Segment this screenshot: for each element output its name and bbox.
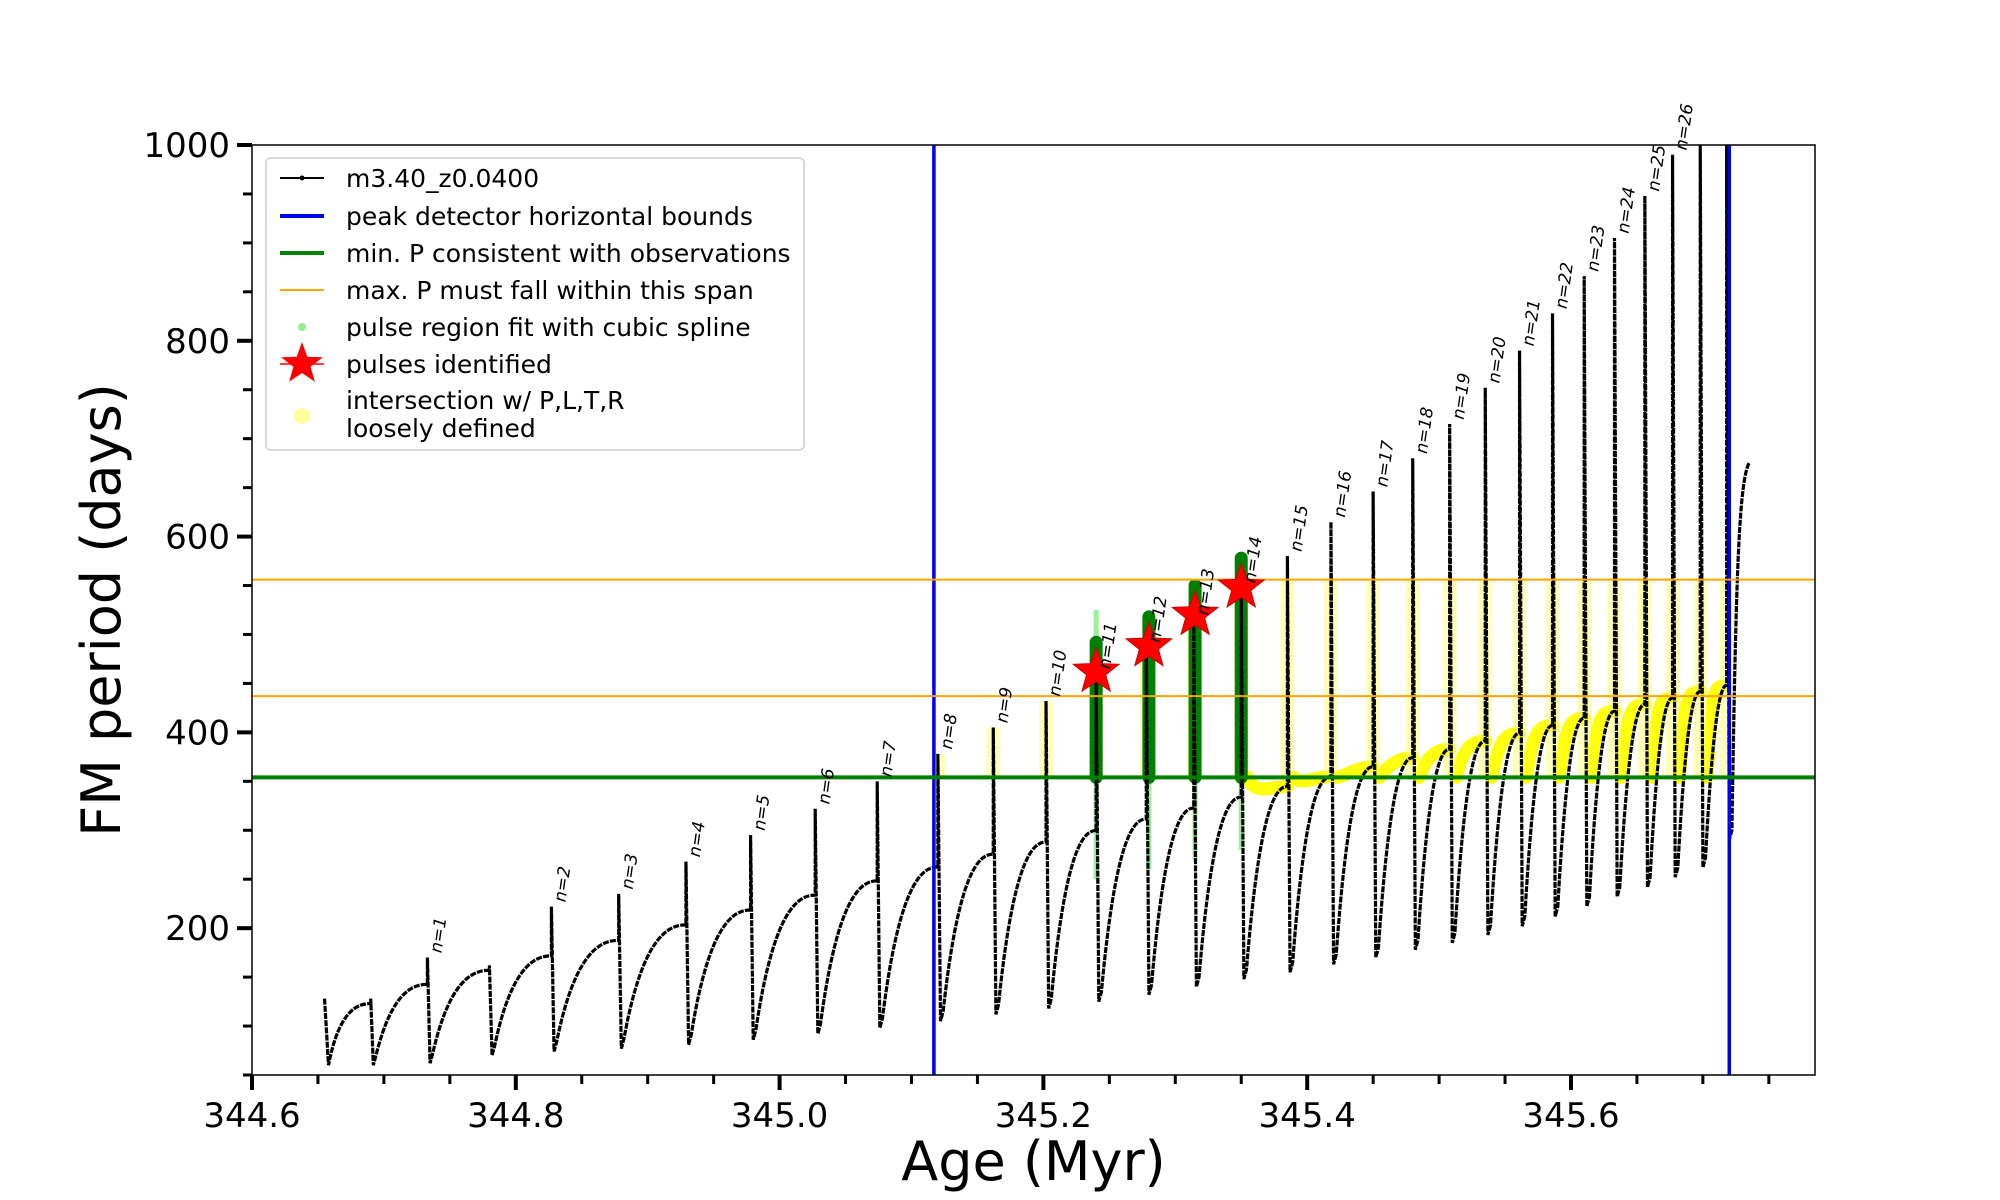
pulse-label-n22: n=22	[1552, 261, 1578, 310]
legend-pulse-region-fit-with-cubic-spline-swatch	[298, 323, 306, 331]
pulse-label-n11: n=11	[1095, 621, 1121, 670]
intersection-region-n=26	[1672, 684, 1707, 784]
pulse-label-n26: n=26	[1672, 102, 1698, 151]
legend-box	[265, 157, 805, 451]
axes-layer: 344.6 344.8 345.0 345.2 345.4 345.6 200 400 600 8…	[143, 126, 1771, 1136]
y-tick-label: 1000	[143, 126, 230, 166]
pulse-label-n23: n=23	[1583, 224, 1609, 273]
legend-min-p-consistent-with-observations-label: min. P consistent with observations	[346, 239, 791, 268]
pulse-label-n17: n=17	[1372, 439, 1398, 488]
model-track-layer	[322, 144, 1751, 1066]
pulse-label-n6: n=6	[814, 767, 839, 805]
intersection-region-n=25	[1644, 691, 1680, 784]
legend-pulses-identified-label: pulses identified	[346, 350, 552, 379]
pulse-label-n21: n=21	[1519, 298, 1545, 347]
plot-frame	[251, 144, 1816, 1076]
pulse-label-n9: n=9	[992, 686, 1017, 724]
legend-pulses-identified-swatch	[281, 342, 323, 382]
pulse-label-n4: n=4	[685, 820, 710, 858]
legend-m3-40-z0-0400-label: m3.40_z0.0400	[346, 164, 539, 193]
intersection-region-p28	[1700, 678, 1734, 784]
pulse-label-n8: n=8	[937, 712, 962, 750]
pulse-label-n2: n=2	[551, 865, 576, 903]
x-tick-label: 345.2	[995, 1096, 1092, 1136]
identified-pulse-star-2	[1124, 620, 1174, 667]
pulse-label-n16: n=16	[1330, 469, 1356, 518]
pulse-label-n3: n=3	[618, 852, 643, 890]
legend-intersection-w-p-l-t-r-swatch	[294, 408, 310, 424]
legend-intersection-w-p-l-t-r-label: intersection w/ P,L,T,R	[346, 386, 625, 415]
pulse-label-n14: n=14	[1240, 535, 1266, 584]
legend-intersection-w-p-l-t-r-label-line2: loosely defined	[346, 414, 536, 443]
identified-pulse-star-4	[1217, 562, 1266, 609]
pulse-label-n18: n=18	[1412, 406, 1438, 455]
y-tick-label: 400	[165, 713, 230, 753]
pulse-label-n15: n=15	[1287, 504, 1313, 553]
pulse-label-n10: n=10	[1045, 649, 1071, 698]
y-tick-label: 600	[165, 518, 230, 558]
x-axis-title: Age (Myr)	[901, 1130, 1166, 1193]
pulse-label-n5: n=5	[750, 794, 775, 832]
identified-pulse-star-3	[1170, 589, 1220, 636]
x-tick-label: 344.6	[203, 1096, 300, 1136]
pulse-label-n7: n=7	[876, 740, 901, 778]
y-tick-label: 800	[165, 322, 230, 362]
legend-pulse-region-fit-with-cubic-spline-label: pulse region fit with cubic spline	[346, 313, 751, 342]
pulse-label-n24: n=24	[1614, 186, 1640, 235]
pulse-label-n20: n=20	[1484, 335, 1510, 384]
identified-pulse-star-1	[1071, 646, 1121, 693]
x-tick-label: 345.0	[731, 1096, 828, 1136]
intersection-region-n=24	[1614, 697, 1652, 784]
reference-lines-layer	[252, 145, 1815, 1075]
legend-peak-detector-horizontal-bounds-label: peak detector horizontal bounds	[346, 202, 753, 231]
pulse-label-n1: n=1	[427, 916, 452, 954]
pulse-label-n12: n=12	[1145, 595, 1171, 644]
legend-max-p-must-fall-within-this-span-label: max. P must fall within this span	[346, 276, 754, 305]
pulse-label-n25: n=25	[1644, 144, 1670, 193]
identified-pulses-layer	[1071, 562, 1266, 693]
legend-m3-40-z0-0400-marker	[299, 175, 305, 181]
y-axis-title: FM period (days)	[70, 383, 133, 837]
x-tick-label: 345.4	[1259, 1096, 1356, 1136]
pulse-number-labels: n=1 n=2 n=3 n=4 n=5 n=6 n=7 n=8 n=9 n=10 n=11 n=12 n…	[427, 102, 1698, 954]
intersection-region-n=23	[1584, 704, 1622, 784]
x-tick-label: 344.8	[467, 1096, 564, 1136]
model-track-line	[322, 144, 1751, 1066]
y-tick-label: 200	[165, 909, 230, 949]
pulse-label-n19: n=19	[1449, 372, 1475, 421]
x-tick-label: 345.6	[1522, 1096, 1619, 1136]
